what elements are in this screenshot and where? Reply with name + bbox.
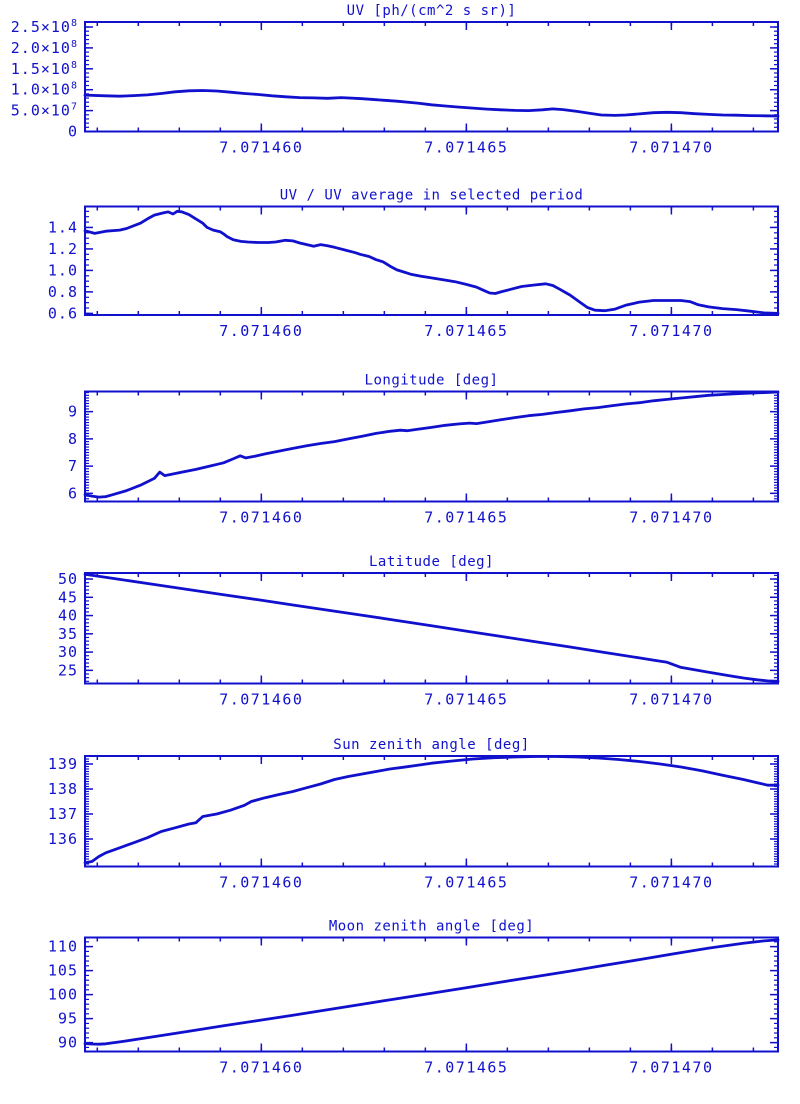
x-tick-label: 7.071470 xyxy=(629,691,713,709)
panel-title: UV [ph/(cm^2 s sr)] xyxy=(347,3,517,19)
x-tick-label: 7.071460 xyxy=(219,322,303,340)
y-tick-label: 2.5×108 xyxy=(11,18,78,36)
y-tick-label: 100 xyxy=(48,986,78,1004)
y-tick-label: 1.4 xyxy=(48,218,78,236)
y-tick-label: 137 xyxy=(48,805,78,823)
y-tick-label: 90 xyxy=(58,1034,78,1052)
x-tick-label: 7.071470 xyxy=(629,139,713,157)
data-curve-uv xyxy=(83,89,780,118)
y-tick-label: 95 xyxy=(58,1010,78,1028)
data-curve-latitude xyxy=(83,572,780,683)
panel-moon-zenith: Moon zenith angle [deg] 7.071460 7.071465 7… xyxy=(48,919,780,1077)
y-tick-label: 1.5×108 xyxy=(11,60,78,78)
panel-longitude: Longitude [deg] 7.071460 7.071465 7.071470 6… xyxy=(68,373,780,527)
y-tick-label: 5.0×107 xyxy=(11,102,78,120)
plot-frame xyxy=(84,21,779,133)
y-tick-label: 7 xyxy=(68,457,78,475)
x-tick-label: 7.071470 xyxy=(629,874,713,892)
x-tick-label: 7.071465 xyxy=(424,322,508,340)
y-tick-label: 45 xyxy=(58,588,78,606)
y-tick-label: 105 xyxy=(48,962,78,980)
panel-title: Latitude [deg] xyxy=(369,554,494,570)
x-tick-label: 7.071460 xyxy=(219,139,303,157)
panel-uv-ratio: UV / UV average in selected period 7.0714… xyxy=(48,188,780,340)
y-tick-label: 1.2 xyxy=(48,240,78,258)
y-tick-label: 50 xyxy=(58,570,78,588)
data-curve-longitude xyxy=(83,390,780,499)
plot-frame xyxy=(84,390,779,503)
y-tick-label: 40 xyxy=(58,607,78,625)
x-tick-label: 7.071460 xyxy=(219,874,303,892)
x-tick-label: 7.071470 xyxy=(629,322,713,340)
x-tick-label: 7.071470 xyxy=(629,1059,713,1077)
panel-sun-zenith: Sun zenith angle [deg] 7.071460 7.071465 7.… xyxy=(48,737,780,892)
y-tick-label: 9 xyxy=(68,403,78,421)
data-curve-moon-zenith xyxy=(83,938,780,1046)
x-tick-label: 7.071470 xyxy=(629,509,713,527)
data-curve-uv-ratio xyxy=(83,209,780,315)
y-tick-label: 25 xyxy=(58,661,78,679)
panel-latitude: Latitude [deg] 7.071460 7.071465 7.071470 25… xyxy=(58,554,780,709)
x-tick-label: 7.071465 xyxy=(424,874,508,892)
y-tick-label: 0.6 xyxy=(48,304,78,322)
y-tick-label: 139 xyxy=(48,755,78,773)
x-tick-label: 7.071465 xyxy=(424,139,508,157)
y-tick-label: 30 xyxy=(58,643,78,661)
panel-uv: UV [ph/(cm^2 s sr)] 7.071460 7.071465 7.071… xyxy=(11,3,780,157)
panel-title: Moon zenith angle [deg] xyxy=(329,919,534,935)
y-tick-label: 2.0×108 xyxy=(11,39,78,57)
plot-frame xyxy=(84,755,779,868)
x-tick-label: 7.071460 xyxy=(219,691,303,709)
x-tick-label: 7.071465 xyxy=(424,509,508,527)
y-tick-label: 1.0×108 xyxy=(11,81,78,99)
y-tick-label: 6 xyxy=(68,484,78,502)
y-tick-label: 0.8 xyxy=(48,283,78,301)
x-tick-label: 7.071460 xyxy=(219,1059,303,1077)
x-tick-label: 7.071465 xyxy=(424,1059,508,1077)
y-tick-label: 8 xyxy=(68,430,78,448)
y-tick-label: 136 xyxy=(48,830,78,848)
plot-frame xyxy=(84,205,779,316)
panel-title: Sun zenith angle [deg] xyxy=(333,737,529,753)
panel-title: Longitude [deg] xyxy=(365,373,499,389)
y-tick-label: 110 xyxy=(48,938,78,956)
panel-title: UV / UV average in selected period xyxy=(280,188,584,204)
x-tick-label: 7.071465 xyxy=(424,691,508,709)
x-tick-label: 7.071460 xyxy=(219,509,303,527)
plot-frame xyxy=(84,572,779,685)
y-tick-label: 138 xyxy=(48,780,78,798)
y-tick-label: 0 xyxy=(68,123,78,141)
data-curve-sun-zenith xyxy=(83,755,780,865)
y-tick-label: 35 xyxy=(58,625,78,643)
y-tick-label: 1.0 xyxy=(48,261,78,279)
